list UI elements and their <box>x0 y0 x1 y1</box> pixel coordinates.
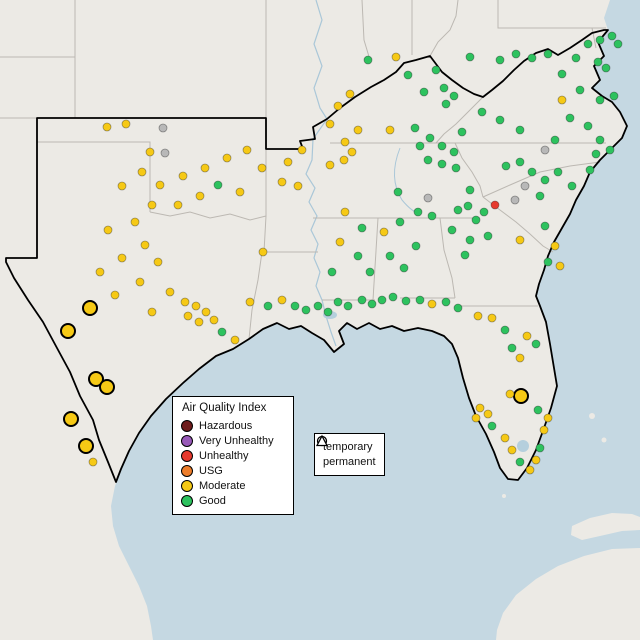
permanent-triangle-icon <box>315 434 329 447</box>
lake-okeechobee <box>517 440 529 452</box>
river-mississippi <box>305 0 337 347</box>
aqi-legend-label: Hazardous <box>199 419 253 432</box>
island <box>601 437 607 443</box>
state-borders <box>0 0 606 340</box>
aqi-legend-item: Moderate <box>181 478 285 493</box>
aqi-legend-item: USG <box>181 463 285 478</box>
station-type-label: permanent <box>323 455 376 468</box>
station-type-item: temporary <box>316 435 376 454</box>
aqi-legend-item: Hazardous <box>181 418 285 433</box>
aqi-legend-label: Very Unhealthy <box>199 434 274 447</box>
landmass <box>0 0 627 640</box>
aqi-legend-label: USG <box>199 464 223 477</box>
station-type-label: temporary <box>323 440 373 453</box>
landmass-cuba <box>571 513 640 540</box>
landmass-yucatan <box>496 548 640 640</box>
aqi-legend-label: Good <box>199 494 226 507</box>
aqi-legend-item: Very Unhealthy <box>181 433 285 448</box>
station-type-item: permanent <box>315 434 376 469</box>
aqi-legend-item: Good <box>181 493 285 508</box>
station-markers <box>60 31 623 475</box>
station-type-legend: temporary permanent <box>314 433 385 476</box>
very-unhealthy-swatch-icon <box>181 434 193 447</box>
unhealthy-swatch-icon <box>181 449 193 462</box>
island <box>502 494 506 498</box>
moderate-swatch-icon <box>181 479 193 492</box>
aqi-legend-item: Unhealthy <box>181 448 285 463</box>
usg-swatch-icon <box>181 464 193 477</box>
good-swatch-icon <box>181 494 193 507</box>
aqi-legend: Air Quality Index Hazardous Very Unhealt… <box>172 396 294 515</box>
region-outline <box>5 29 628 483</box>
hazardous-swatch-icon <box>181 419 193 432</box>
island <box>589 413 595 419</box>
aqi-legend-label: Unhealthy <box>199 449 249 462</box>
aqi-legend-label: Moderate <box>199 479 246 492</box>
aqi-legend-title: Air Quality Index <box>182 402 267 414</box>
